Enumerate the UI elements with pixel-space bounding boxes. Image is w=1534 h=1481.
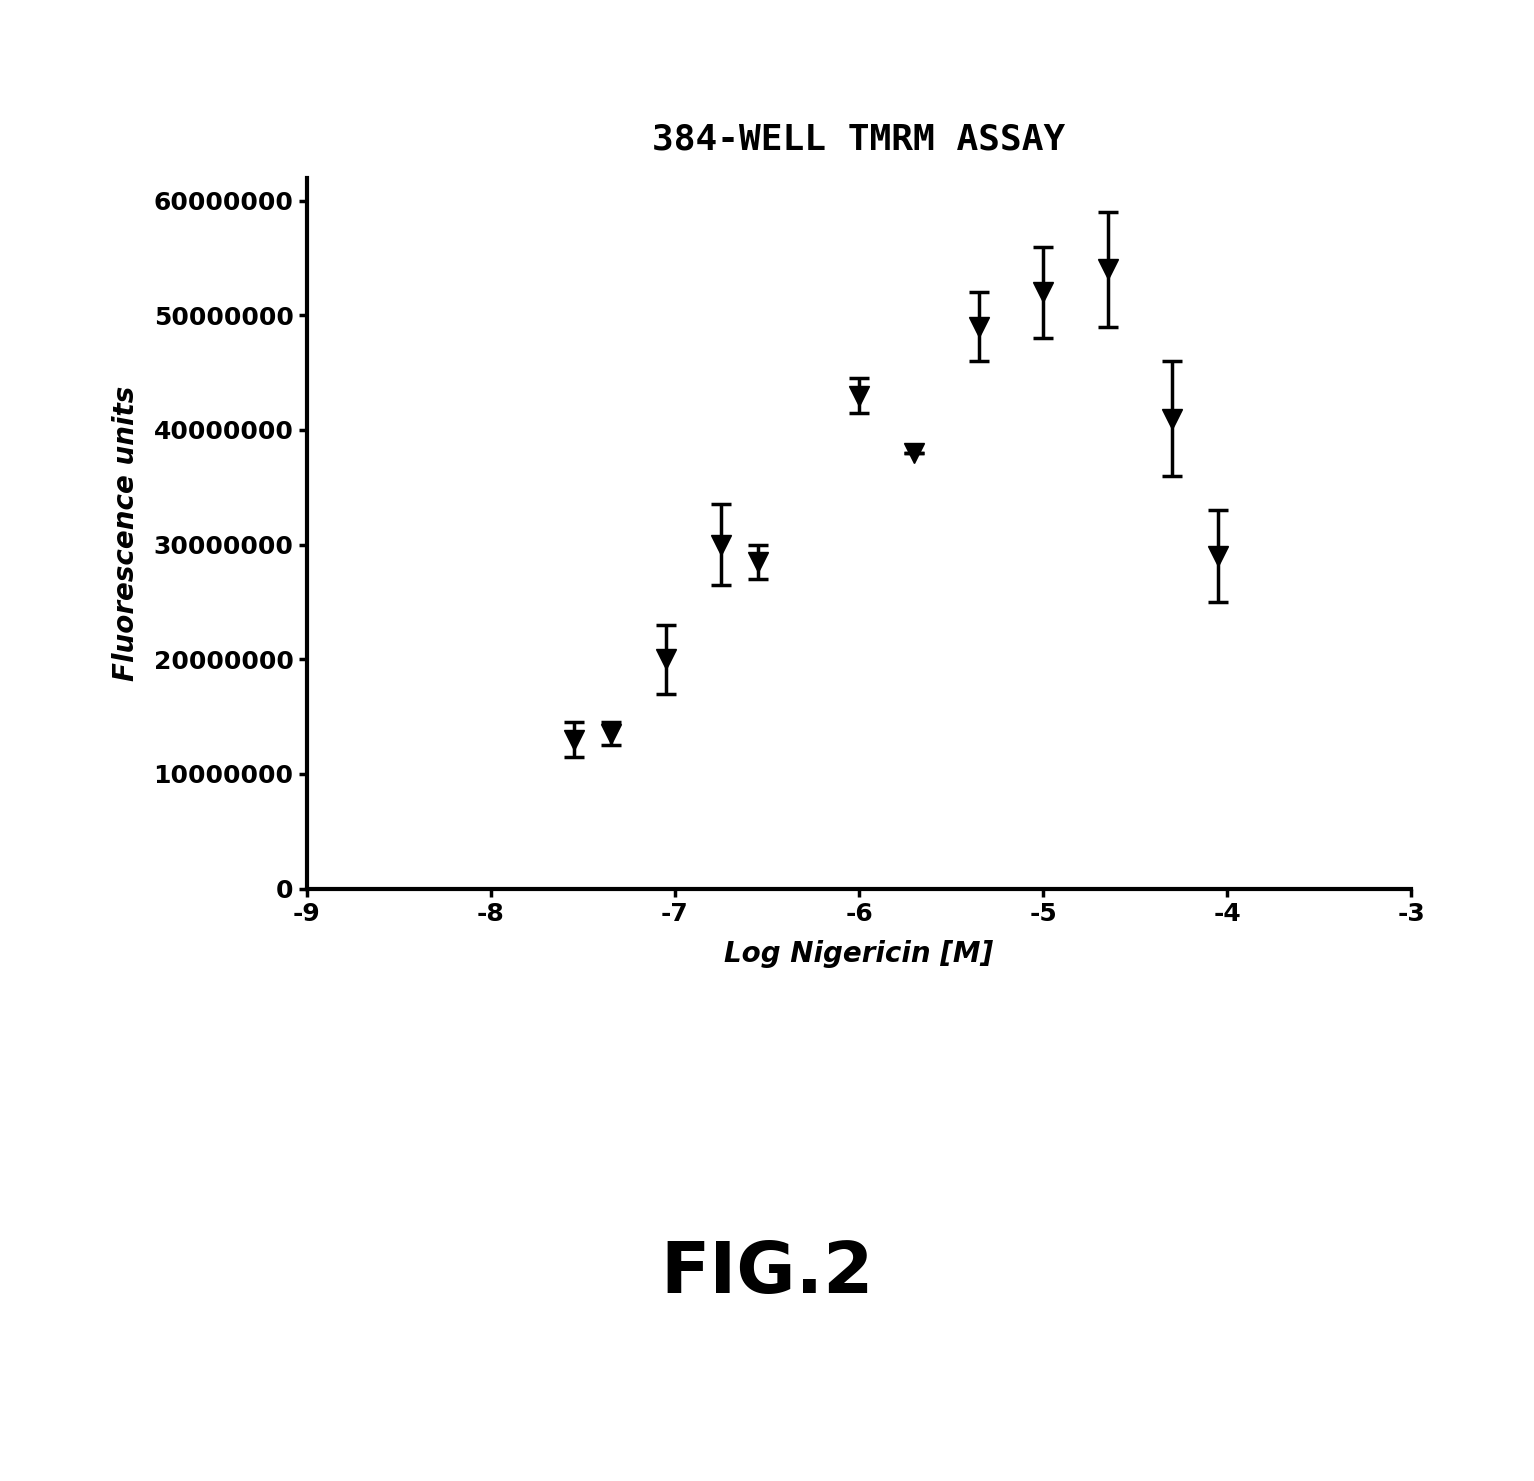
Title: 384-WELL TMRM ASSAY: 384-WELL TMRM ASSAY bbox=[652, 123, 1066, 157]
Y-axis label: Fluorescence units: Fluorescence units bbox=[112, 385, 140, 681]
Text: FIG.2: FIG.2 bbox=[660, 1240, 874, 1308]
X-axis label: Log Nigericin [M]: Log Nigericin [M] bbox=[724, 939, 994, 967]
